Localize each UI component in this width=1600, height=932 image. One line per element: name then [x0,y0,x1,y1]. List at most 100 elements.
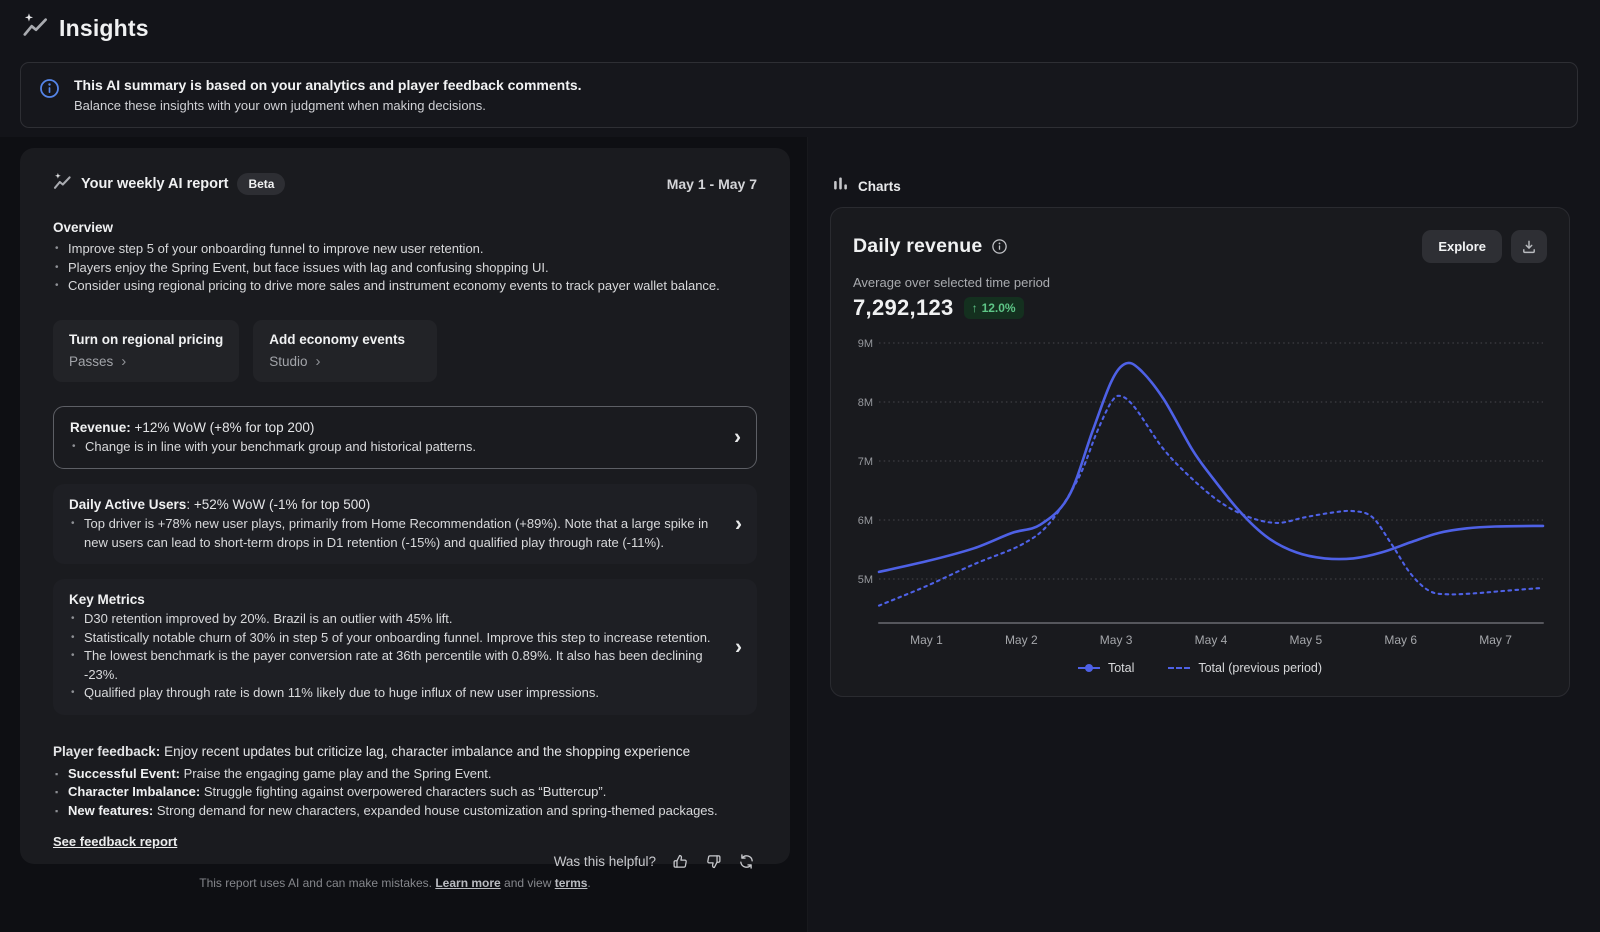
chevron-right-icon: › [315,352,321,370]
key-metrics-section[interactable]: Key Metrics D30 retention improved by 20… [53,579,757,715]
chart-legend: Total Total (previous period) [853,661,1547,675]
overview-section: Overview Improve step 5 of your onboardi… [53,220,757,296]
insights-sparkle-trend-icon [22,12,49,44]
revenue-stat: +12% WoW (+8% for top 200) [130,419,315,435]
dashed-line-marker-icon [1168,667,1191,669]
dau-label: Daily Active Users [69,497,187,512]
trend-up-icon: ↑ [971,301,978,315]
svg-text:May 6: May 6 [1384,633,1417,647]
chart-subtitle: Average over selected time period [853,275,1051,290]
terms-link[interactable]: terms [554,876,588,890]
revenue-label: Revenue: [70,419,131,435]
key-metrics-heading: Key Metrics [69,590,715,609]
info-icon[interactable] [991,238,1008,255]
disclaimer-text: . [587,876,591,890]
disclaimer-text: This report uses AI and can make mistake… [199,876,436,890]
disclaimer-text: and view [500,876,555,890]
explore-button[interactable]: Explore [1422,230,1502,263]
helpful-question: Was this helpful? [553,854,656,869]
learn-more-link[interactable]: Learn more [435,876,501,890]
bullet-item: Change is in line with your benchmark gr… [70,438,714,457]
overview-bullet-list: Improve step 5 of your onboarding funnel… [53,240,757,296]
key-metrics-label: Key Metrics [69,592,145,607]
charts-panel-header: Charts [832,175,901,197]
bullet-item: The lowest benchmark is the payer conver… [69,647,715,684]
chart-title: Daily revenue [853,235,983,257]
download-button[interactable] [1511,230,1547,263]
series-line-solid [877,361,1545,574]
info-icon [39,78,60,104]
banner-text: This AI summary is based on your analyti… [74,77,582,113]
svg-text:May 1: May 1 [910,633,943,647]
dau-bullet-list: Top driver is +78% new user plays, prima… [69,515,715,552]
svg-text:May 2: May 2 [1005,633,1038,647]
regenerate-refresh-button[interactable] [736,851,757,872]
bullet-item: Successful Event: Praise the engaging ga… [53,765,757,784]
banner-subtitle: Balance these insights with your own jud… [74,98,486,113]
delta-badge: ↑ 12.0% [963,297,1024,319]
average-value: 7,292,123 [853,295,954,320]
weekly-ai-report-card: Your weekly AI report Beta May 1 - May 7… [20,148,790,869]
bullet-item: Top driver is +78% new user plays, prima… [69,515,715,552]
feedback-list: Successful Event: Praise the engaging ga… [53,765,757,821]
svg-text:May 3: May 3 [1100,633,1133,647]
legend-item-total[interactable]: Total [1077,661,1135,675]
chevron-right-icon[interactable]: › [734,425,741,449]
page-header: Insights [22,12,149,44]
action-card-economy-events[interactable]: Add economy events Studio › [253,319,438,382]
daily-revenue-card: Daily revenue Explore Av [830,207,1570,697]
report-title: Your weekly AI report [81,176,229,192]
bullet-item: Improve step 5 of your onboarding funnel… [53,240,757,259]
action-target-label: Passes [69,353,114,369]
chart-card-titlerow: Daily revenue Explore [853,230,1547,263]
thumbs-down-button[interactable] [703,851,724,872]
revenue-bullet-list: Change is in line with your benchmark gr… [70,438,714,457]
legend-label: Total (previous period) [1198,661,1323,675]
series-line-dashed [877,394,1545,607]
action-card-target: Studio › [269,354,421,369]
bullet-item: New features: Strong demand for new char… [53,802,757,821]
thumbs-up-button[interactable] [670,851,691,872]
bullet-item: Qualified play through rate is down 11% … [69,684,715,703]
player-feedback-section: Player feedback: Enjoy recent updates bu… [53,742,757,852]
chevron-right-icon[interactable]: › [735,635,742,659]
action-card-title: Add economy events [269,331,406,347]
bullet-item: Consider using regional pricing to drive… [53,277,757,296]
ai-disclaimer: This report uses AI and can make mistake… [0,876,790,890]
report-sparkle-trend-icon [53,172,72,196]
ai-summary-banner: This AI summary is based on your analyti… [20,62,1578,128]
legend-item-previous-period[interactable]: Total (previous period) [1168,661,1322,675]
revenue-section[interactable]: Revenue: +12% WoW (+8% for top 200) Chan… [53,405,757,469]
svg-text:May 4: May 4 [1195,633,1228,647]
charts-panel: Charts Daily revenue Explore [808,137,1600,932]
charts-panel-title: Charts [858,178,901,194]
dau-stat: : +52% WoW (-1% for top 500) [186,497,371,512]
report-date-range: May 1 - May 7 [666,176,757,192]
helpful-row: Was this helpful? [53,851,757,872]
bullet-item: D30 retention improved by 20%. Brazil is… [69,610,715,629]
chart-card-buttons: Explore [1422,230,1547,263]
action-card-regional-pricing[interactable]: Turn on regional pricing Passes › [53,319,240,382]
bullet-item: Players enjoy the Spring Event, but face… [53,259,757,278]
banner-title: This AI summary is based on your analyti… [74,77,582,93]
feedback-label: Player feedback: [53,743,161,759]
chevron-right-icon: › [121,352,127,370]
report-card-header: Your weekly AI report Beta May 1 - May 7 [53,172,757,196]
svg-text:May 7: May 7 [1479,633,1512,647]
dau-section[interactable]: Daily Active Users: +52% WoW (-1% for to… [53,484,757,564]
bullet-item: Statistically notable churn of 30% in st… [69,629,715,648]
action-card-title: Turn on regional pricing [69,331,224,347]
chart-value-row: 7,292,123 ↑ 12.0% [853,295,1547,321]
overview-heading: Overview [53,220,114,235]
action-target-label: Studio [269,353,308,369]
key-metrics-bullet-list: D30 retention improved by 20%. Brazil is… [69,610,715,703]
see-feedback-report-link[interactable]: See feedback report [53,834,178,849]
svg-text:5M: 5M [858,574,873,586]
legend-label: Total [1107,661,1135,675]
svg-text:May 5: May 5 [1290,633,1323,647]
delta-value: 12.0% [981,301,1016,315]
bullet-item: Character Imbalance: Struggle fighting a… [53,783,757,802]
solid-line-marker-icon [1077,664,1100,672]
chevron-right-icon[interactable]: › [735,512,742,536]
action-card-target: Passes › [69,354,223,369]
